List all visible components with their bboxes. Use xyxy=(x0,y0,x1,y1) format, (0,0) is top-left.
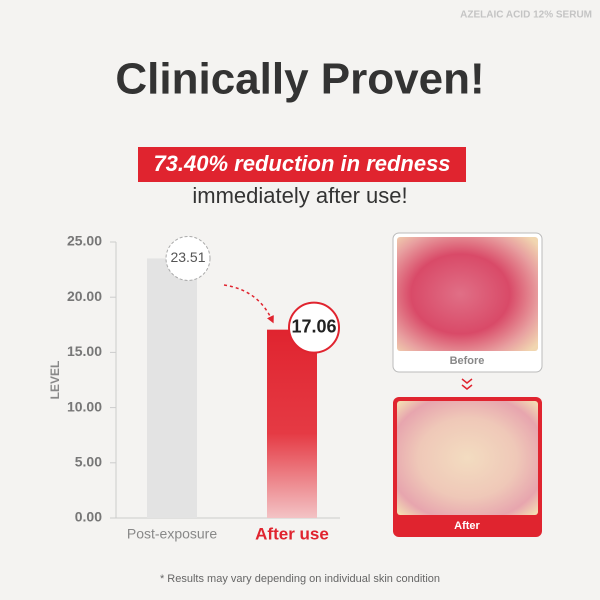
after-label: After xyxy=(454,520,480,532)
value-label: 23.51 xyxy=(170,249,205,265)
before-image xyxy=(397,237,538,351)
footnote: * Results may vary depending on individu… xyxy=(160,573,440,585)
x-tick-label: After use xyxy=(255,524,329,543)
bar xyxy=(147,258,197,518)
title: Clinically Proven! xyxy=(115,55,484,104)
after-image xyxy=(397,401,538,515)
value-label: 17.06 xyxy=(291,316,336,336)
chevron xyxy=(461,378,473,390)
value-badge xyxy=(165,235,211,281)
y-axis-label: LEVEL xyxy=(48,361,62,400)
y-tick-label: 5.00 xyxy=(75,454,102,470)
y-tick-label: 15.00 xyxy=(67,343,102,359)
y-tick-label: 0.00 xyxy=(75,509,102,525)
arrow xyxy=(223,284,274,324)
header: AZELAIC ACID 12% SERUM xyxy=(460,10,592,21)
value-badge xyxy=(288,301,340,354)
before-label: Before xyxy=(450,355,485,367)
y-tick-label: 20.00 xyxy=(67,288,102,304)
y-tick-label: 10.00 xyxy=(67,398,102,414)
highlight: 73.40% reduction in redness xyxy=(153,151,450,176)
y-tick-label: 25.00 xyxy=(67,233,102,249)
bar xyxy=(267,329,317,518)
subtitle: immediately after use! xyxy=(192,183,407,208)
x-tick-label: Post-exposure xyxy=(127,526,217,542)
highlight-box xyxy=(138,147,466,182)
